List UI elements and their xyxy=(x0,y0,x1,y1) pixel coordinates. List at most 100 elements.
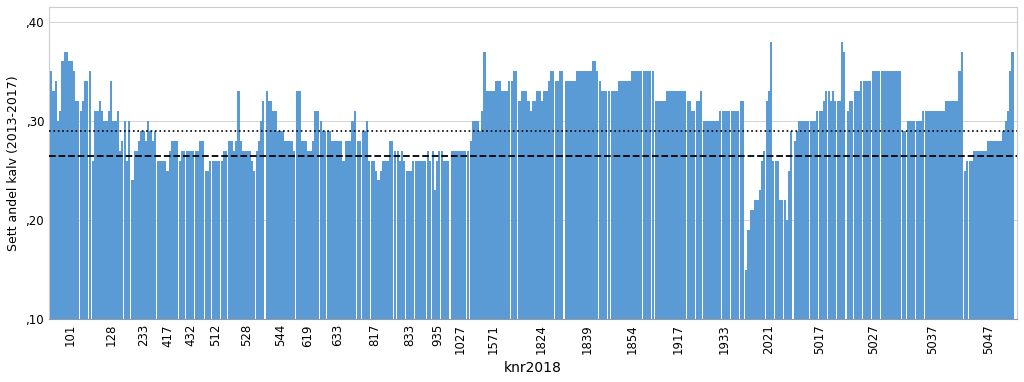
Bar xyxy=(881,71,883,319)
Bar xyxy=(814,121,816,319)
Bar xyxy=(86,81,88,319)
Bar xyxy=(659,101,662,319)
Bar xyxy=(885,71,887,319)
Bar xyxy=(989,141,991,319)
Bar xyxy=(160,160,162,319)
Bar xyxy=(181,151,183,319)
Bar xyxy=(936,111,938,319)
Bar xyxy=(525,91,527,319)
Bar xyxy=(631,71,634,319)
Bar xyxy=(386,160,388,319)
Bar xyxy=(807,121,809,319)
Bar xyxy=(812,121,814,319)
Bar xyxy=(671,91,673,319)
Bar xyxy=(349,141,351,319)
Bar xyxy=(329,131,331,319)
Bar xyxy=(440,151,442,319)
Bar xyxy=(173,141,175,319)
Bar xyxy=(305,141,307,319)
Bar xyxy=(871,71,873,319)
Bar xyxy=(546,91,548,319)
Bar xyxy=(340,141,342,319)
Bar xyxy=(80,111,82,319)
Bar xyxy=(391,141,393,319)
Bar xyxy=(371,160,373,319)
Bar xyxy=(138,141,140,319)
Bar xyxy=(327,131,329,319)
Bar xyxy=(851,101,853,319)
Bar xyxy=(242,151,244,319)
Bar xyxy=(923,111,925,319)
Bar xyxy=(951,101,953,319)
Bar xyxy=(664,101,666,319)
Bar xyxy=(193,151,195,319)
Bar xyxy=(655,101,657,319)
Bar xyxy=(228,141,230,319)
Bar xyxy=(52,91,54,319)
Bar xyxy=(561,71,563,319)
Bar xyxy=(205,170,207,319)
Bar xyxy=(766,101,768,319)
Bar xyxy=(640,71,642,319)
Bar xyxy=(991,141,993,319)
Bar xyxy=(403,160,406,319)
Bar xyxy=(967,160,969,319)
Bar xyxy=(774,160,776,319)
Bar xyxy=(415,160,417,319)
Bar xyxy=(1002,131,1005,319)
Bar xyxy=(384,160,386,319)
Bar xyxy=(401,151,403,319)
Bar xyxy=(759,190,761,319)
Bar xyxy=(1012,52,1014,319)
Bar xyxy=(359,141,361,319)
Bar xyxy=(61,62,63,319)
Bar xyxy=(982,151,984,319)
Bar xyxy=(816,111,818,319)
Bar xyxy=(282,131,284,319)
Bar xyxy=(202,141,204,319)
Bar xyxy=(162,160,164,319)
Bar xyxy=(708,121,710,319)
Bar xyxy=(260,121,262,319)
Bar xyxy=(629,81,631,319)
Bar xyxy=(932,111,934,319)
Bar xyxy=(557,81,559,319)
Bar xyxy=(927,111,929,319)
Bar xyxy=(253,170,255,319)
Bar xyxy=(611,91,613,319)
Bar xyxy=(686,101,689,319)
Bar xyxy=(682,91,684,319)
Bar xyxy=(680,91,682,319)
Bar xyxy=(791,131,793,319)
Bar xyxy=(735,111,737,319)
Bar xyxy=(345,141,347,319)
Bar xyxy=(829,101,831,319)
Bar xyxy=(865,81,867,319)
Bar xyxy=(69,62,71,319)
Bar xyxy=(667,91,669,319)
Bar xyxy=(490,91,493,319)
Bar xyxy=(752,210,754,319)
Bar xyxy=(1007,111,1009,319)
Bar xyxy=(214,160,216,319)
Bar xyxy=(585,71,587,319)
Bar xyxy=(265,91,268,319)
Bar xyxy=(436,160,438,319)
Bar xyxy=(947,101,949,319)
Bar xyxy=(183,151,185,319)
Bar xyxy=(445,160,447,319)
Bar xyxy=(945,101,947,319)
Bar xyxy=(620,81,623,319)
Bar xyxy=(625,81,627,319)
Bar xyxy=(218,160,220,319)
Bar xyxy=(779,200,781,319)
Bar xyxy=(88,71,91,319)
Bar xyxy=(75,101,77,319)
Bar xyxy=(493,91,495,319)
Bar xyxy=(251,160,253,319)
Bar xyxy=(429,160,431,319)
Bar xyxy=(154,131,156,319)
Bar xyxy=(537,91,539,319)
Bar xyxy=(691,111,693,319)
Bar xyxy=(854,91,856,319)
